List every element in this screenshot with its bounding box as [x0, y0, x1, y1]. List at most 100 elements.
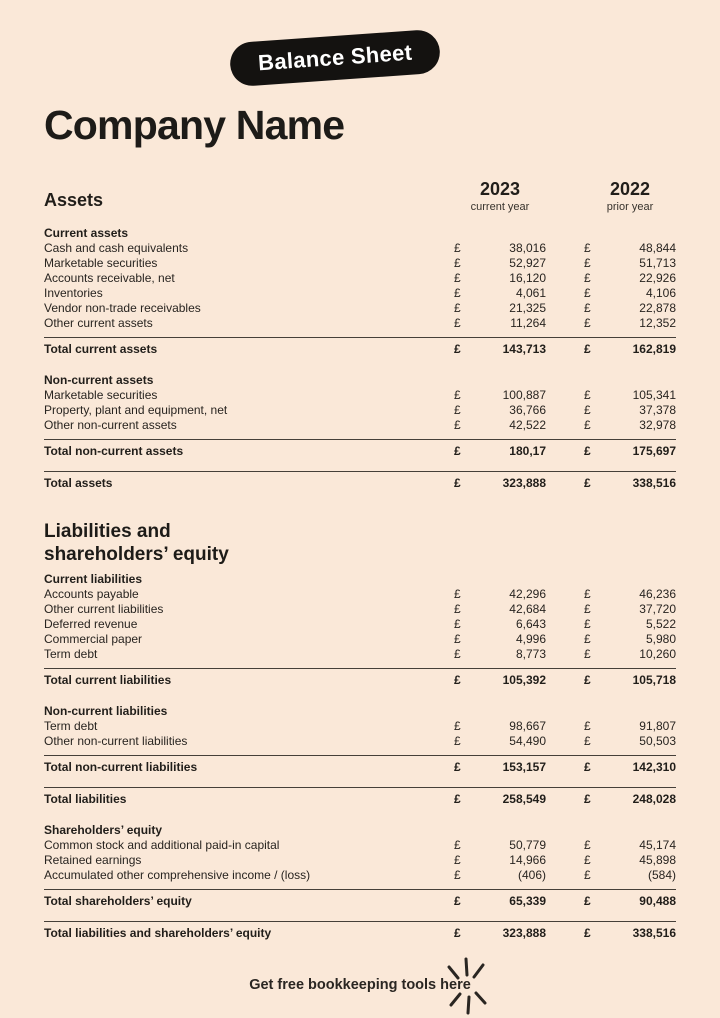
table-row: Marketable securities £ 100,887 £ 105,34… — [44, 388, 676, 403]
currency-symbol: £ — [584, 719, 591, 734]
value-2023: 36,766 — [509, 403, 546, 417]
value-2023: 4,061 — [515, 286, 546, 300]
grand-total-value-2022: 338,516 — [632, 476, 676, 490]
grand-total-label: Total assets — [44, 476, 113, 490]
currency-symbol: £ — [454, 647, 461, 662]
currency-symbol: £ — [454, 673, 461, 688]
starburst-icon — [447, 957, 487, 1015]
table-row: Other current liabilities £ 42,684 £ 37,… — [44, 602, 676, 617]
grand-total-value-2023: 323,888 — [502, 476, 546, 490]
value-2022: 22,926 — [639, 271, 676, 285]
year-2023-sublabel: current year — [470, 201, 530, 213]
currency-symbol: £ — [454, 719, 461, 734]
currency-symbol: £ — [454, 853, 461, 868]
total-label: Total shareholders’ equity — [44, 894, 192, 909]
currency-symbol: £ — [584, 868, 591, 883]
currency-symbol: £ — [454, 256, 461, 270]
currency-symbol: £ — [454, 286, 461, 300]
value-2023: 54,490 — [509, 734, 546, 749]
currency-symbol: £ — [454, 838, 461, 853]
row-label: Accounts receivable, net — [44, 271, 175, 285]
currency-symbol: £ — [454, 388, 461, 402]
table-row: Retained earnings £ 14,966 £ 45,898 — [44, 853, 676, 868]
currency-symbol: £ — [454, 868, 461, 883]
currency-symbol: £ — [584, 673, 591, 688]
row-label: Term debt — [44, 647, 98, 662]
value-2022: 50,503 — [639, 734, 676, 749]
row-label: Property, plant and equipment, net — [44, 403, 228, 417]
grand-total-row: Total assets £ 323,888 £ 338,516 — [44, 471, 676, 494]
value-2023: (406) — [517, 868, 546, 883]
year-2022-sublabel: prior year — [606, 201, 654, 213]
column-2023: 2023 current year — [454, 179, 546, 213]
row-label: Other non-current liabilities — [44, 734, 188, 749]
currency-symbol: £ — [584, 342, 591, 356]
currency-symbol: £ — [584, 838, 591, 853]
value-2023: 4,996 — [515, 632, 546, 647]
currency-symbol: £ — [454, 792, 461, 807]
value-2022: 10,260 — [639, 647, 676, 662]
row-label: Deferred revenue — [44, 617, 138, 632]
row-label: Marketable securities — [44, 256, 158, 270]
value-2022: 105,341 — [632, 388, 676, 402]
currency-symbol: £ — [584, 647, 591, 662]
table-row: Accumulated other comprehensive income /… — [44, 868, 676, 883]
value-2022: 48,844 — [639, 241, 676, 255]
currency-symbol: £ — [454, 734, 461, 749]
section-heading-liabilities: Liabilities and shareholders’ equity — [44, 521, 229, 566]
total-value-2022: 162,819 — [632, 342, 676, 356]
total-value-2023: 143,713 — [502, 342, 546, 356]
currency-symbol: £ — [584, 388, 591, 402]
table-row: Other non-current liabilities £ 54,490 £… — [44, 734, 676, 749]
row-label: Marketable securities — [44, 388, 158, 402]
row-label: Commercial paper — [44, 632, 143, 647]
currency-symbol: £ — [584, 632, 591, 647]
currency-symbol: £ — [584, 316, 591, 330]
table-row: Commercial paper £ 4,996 £ 5,980 — [44, 632, 676, 647]
currency-symbol: £ — [584, 926, 591, 941]
table-row: Term debt £ 8,773 £ 10,260 — [44, 647, 676, 662]
total-row: Total current assets £ 143,713 £ 162,819 — [44, 337, 676, 360]
value-2023: 21,325 — [509, 301, 546, 315]
currency-symbol: £ — [584, 444, 591, 458]
value-2022: 51,713 — [639, 256, 676, 270]
grand-total-value-2023: 323,888 — [502, 926, 546, 941]
currency-symbol: £ — [454, 301, 461, 315]
currency-symbol: £ — [584, 853, 591, 868]
table-header: Assets 2023 current year 2022 prior year — [44, 179, 676, 213]
row-label: Accumulated other comprehensive income /… — [44, 868, 311, 883]
section-heading-assets: Assets — [44, 190, 104, 210]
currency-symbol: £ — [454, 271, 461, 285]
grand-total-value-2022: 338,516 — [632, 926, 676, 941]
group-shareholders-equity: Shareholders’ equity Common stock and ad… — [44, 823, 676, 912]
table-row: Property, plant and equipment, net £ 36,… — [44, 403, 676, 418]
value-2022: 4,106 — [645, 286, 676, 300]
badge: Balance Sheet — [228, 28, 442, 88]
currency-symbol: £ — [454, 894, 461, 909]
badge-label: Balance Sheet — [257, 39, 413, 76]
value-2023: 16,120 — [509, 271, 546, 285]
row-label: Inventories — [44, 286, 103, 300]
value-2022: (584) — [647, 868, 676, 883]
value-2022: 5,522 — [645, 617, 676, 632]
row-label: Common stock and additional paid-in capi… — [44, 838, 280, 853]
currency-symbol: £ — [584, 476, 591, 490]
value-2022: 91,807 — [639, 719, 676, 734]
balance-sheet-table: Current assets Cash and cash equivalents… — [44, 226, 676, 944]
grand-total-label: Total liabilities — [44, 792, 127, 807]
row-label: Other non-current assets — [44, 418, 177, 432]
currency-symbol: £ — [584, 241, 591, 255]
value-2022: 46,236 — [639, 587, 676, 602]
footer: Get free bookkeeping tools here — [44, 957, 676, 1015]
currency-symbol: £ — [454, 476, 461, 490]
currency-symbol: £ — [584, 271, 591, 285]
currency-symbol: £ — [454, 602, 461, 617]
column-2022: 2022 prior year — [584, 179, 676, 213]
group-subhead: Non-current liabilities — [44, 704, 168, 719]
grand-total-row: Total liabilities £ 258,549 £ 248,028 — [44, 787, 676, 810]
value-2022: 45,898 — [639, 853, 676, 868]
bookkeeping-tools-link[interactable]: Get free bookkeeping tools here — [249, 977, 471, 994]
row-label: Vendor non-trade receivables — [44, 301, 201, 315]
row-label: Accounts payable — [44, 587, 139, 602]
grand-total-value-2023: 258,549 — [502, 792, 546, 807]
